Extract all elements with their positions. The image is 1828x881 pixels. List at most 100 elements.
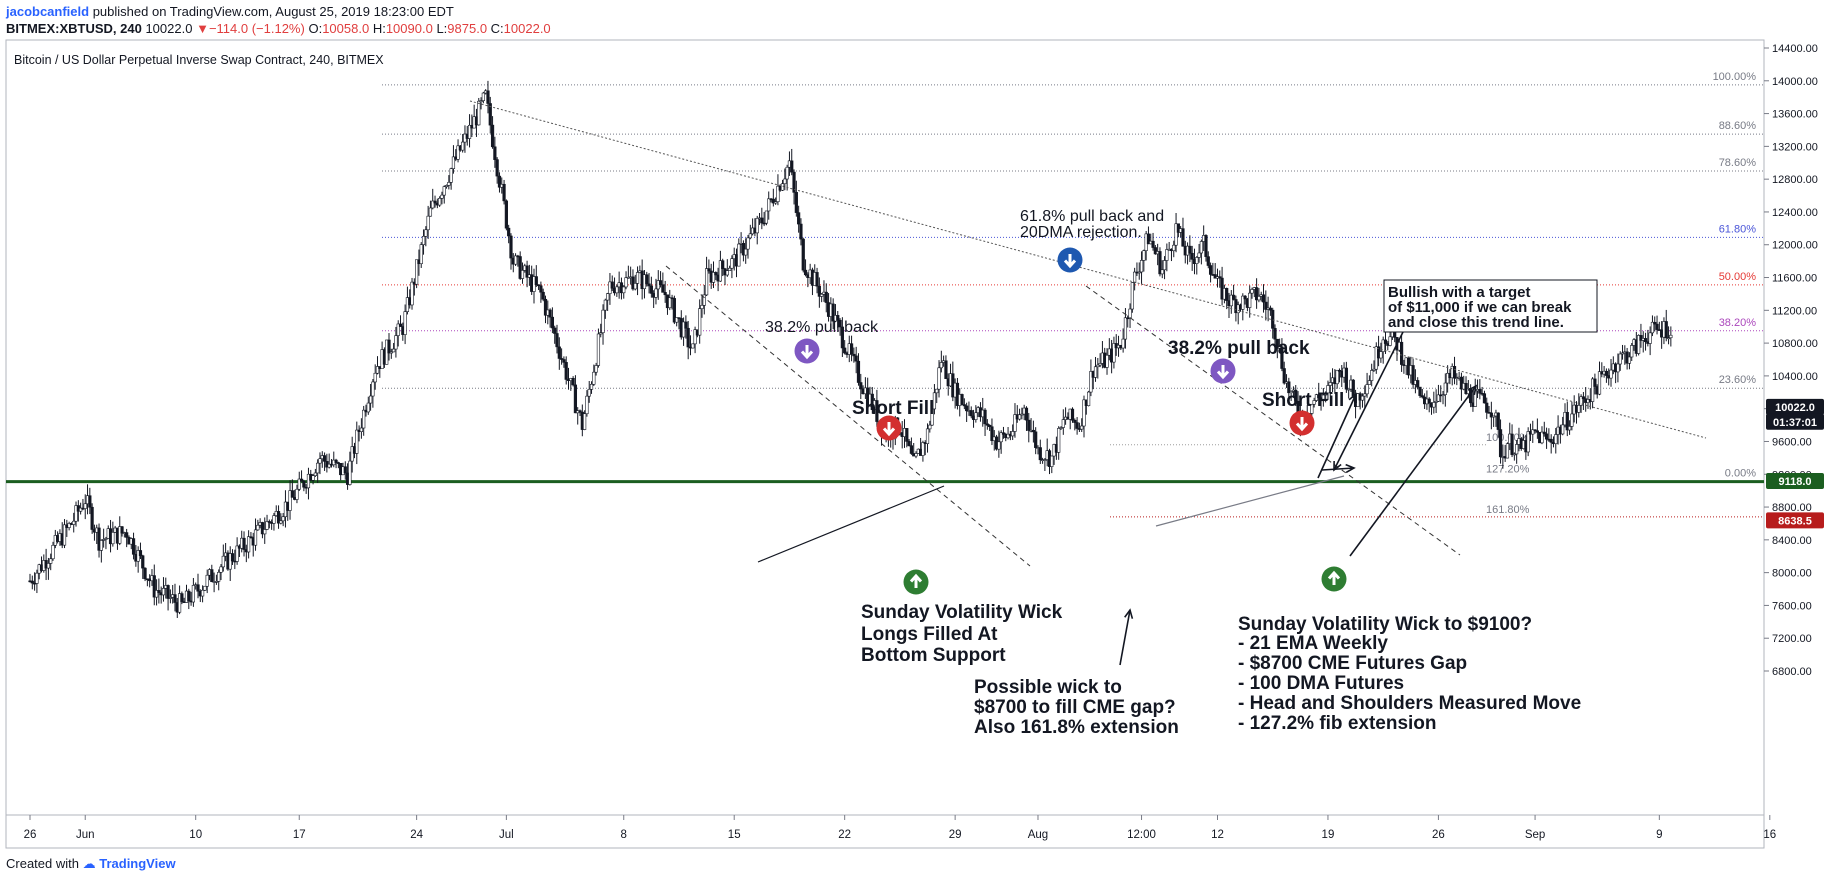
candle-body bbox=[1268, 307, 1273, 311]
time-tick-label: 12 bbox=[1211, 829, 1224, 841]
candle-body bbox=[1001, 432, 1006, 435]
candle-body bbox=[481, 92, 485, 101]
candle-body bbox=[1098, 363, 1102, 366]
time-axis: 26 Jun 10 17 24 Jul 8 15 22 29 Aug 12:00 12 19 26 Sep 9 1… bbox=[24, 815, 1776, 841]
price-tick-label: 11600.00 bbox=[1772, 273, 1817, 285]
candle-body bbox=[1123, 317, 1128, 340]
candle-body bbox=[875, 400, 879, 422]
candle-body bbox=[737, 243, 741, 267]
candle-body bbox=[242, 537, 246, 550]
candle-body bbox=[104, 538, 108, 540]
candle-body bbox=[831, 303, 835, 322]
candle-body bbox=[1162, 260, 1167, 271]
candle-body bbox=[201, 589, 205, 597]
candle-body bbox=[799, 223, 803, 240]
author-link[interactable]: jacobcanfield bbox=[6, 4, 90, 19]
candle-body bbox=[152, 575, 156, 598]
candle-body bbox=[1609, 369, 1613, 379]
price-tag-label: 9118.0 bbox=[1778, 476, 1811, 488]
candle-body bbox=[536, 284, 541, 287]
candle-body bbox=[698, 308, 702, 336]
price-tick-label: 6800.00 bbox=[1772, 666, 1812, 678]
candle-body bbox=[1231, 294, 1236, 300]
candle-body bbox=[1526, 431, 1530, 453]
candle-body bbox=[1432, 402, 1436, 408]
candle-body bbox=[1452, 366, 1457, 379]
candle-body bbox=[102, 539, 106, 541]
candle-body bbox=[1082, 399, 1086, 427]
tradingview-logo-icon[interactable]: ☁ TradingView bbox=[82, 856, 176, 871]
candle-body bbox=[375, 366, 380, 374]
candle-body bbox=[1312, 400, 1316, 405]
candle-body bbox=[939, 362, 943, 369]
candle-body bbox=[824, 291, 828, 303]
candle-body bbox=[744, 248, 748, 256]
candle-body bbox=[1616, 363, 1620, 373]
major-trend-line bbox=[469, 100, 1707, 439]
fib-level-label: 0.00% bbox=[1725, 468, 1756, 480]
candle-body bbox=[534, 276, 538, 285]
candle-body bbox=[444, 185, 449, 187]
price-tick-label: 7600.00 bbox=[1772, 600, 1812, 612]
candle-body bbox=[1620, 352, 1625, 355]
candle-body bbox=[1013, 414, 1017, 432]
price-change: −114.0 (−1.12%) bbox=[208, 21, 305, 36]
candle-body bbox=[138, 550, 143, 557]
time-tick-label: 15 bbox=[728, 829, 741, 841]
candle-body bbox=[1399, 341, 1404, 365]
fib-level-label: 100.00% bbox=[1713, 71, 1757, 83]
candle-body bbox=[35, 572, 39, 584]
candle-body bbox=[707, 268, 711, 272]
price-axis: 14400.00 14000.00 13600.00 13200.00 12800.00… bbox=[1764, 43, 1818, 678]
candle-body bbox=[1190, 252, 1194, 260]
close-label: C: bbox=[490, 21, 504, 36]
candle-body bbox=[785, 166, 789, 180]
candle-body bbox=[173, 594, 177, 603]
candle-body bbox=[1581, 396, 1585, 400]
candle-body bbox=[1666, 337, 1671, 340]
trend-lines bbox=[469, 100, 1707, 666]
candle-body bbox=[550, 316, 555, 329]
candle-body bbox=[686, 327, 690, 348]
candle-body bbox=[267, 521, 271, 523]
price-tick-label: 10800.00 bbox=[1772, 338, 1818, 350]
candle-body bbox=[205, 574, 209, 587]
candle-body bbox=[493, 146, 497, 160]
candle-body bbox=[1096, 364, 1100, 368]
candle-body bbox=[90, 506, 94, 530]
candle-body bbox=[815, 272, 819, 287]
candle-body bbox=[456, 145, 460, 160]
candle-body bbox=[1669, 334, 1673, 339]
candle-body bbox=[256, 524, 260, 531]
candle-body bbox=[217, 571, 221, 582]
candle-body bbox=[1597, 371, 1602, 395]
candle-body bbox=[392, 348, 396, 353]
time-tick-label: 24 bbox=[410, 829, 423, 841]
price-tag-label: 10022.0 bbox=[1775, 402, 1815, 414]
candle-body bbox=[730, 258, 734, 269]
low-value: 9875.0 bbox=[447, 21, 488, 36]
candle-body bbox=[1133, 271, 1137, 283]
candle-body bbox=[1070, 408, 1075, 421]
candle-body bbox=[247, 536, 251, 553]
candle-body bbox=[988, 424, 992, 428]
candle-body bbox=[1650, 321, 1655, 334]
candle-body bbox=[263, 529, 267, 535]
candle-body bbox=[790, 160, 794, 173]
candle-body bbox=[311, 475, 315, 481]
candle-body bbox=[1485, 402, 1489, 413]
candle-body bbox=[1326, 385, 1330, 394]
candle-body bbox=[1643, 338, 1648, 343]
candle-body bbox=[265, 521, 269, 530]
candle-body bbox=[99, 540, 103, 551]
time-tick-label: 17 bbox=[293, 829, 306, 841]
candle-body bbox=[592, 371, 596, 385]
candle-body bbox=[1241, 295, 1245, 310]
candle-body bbox=[714, 272, 718, 276]
candle-body bbox=[1172, 244, 1176, 252]
candle-body bbox=[1275, 338, 1279, 349]
candle-body bbox=[928, 424, 932, 430]
candle-body bbox=[1411, 365, 1415, 385]
candle-body bbox=[925, 428, 930, 444]
